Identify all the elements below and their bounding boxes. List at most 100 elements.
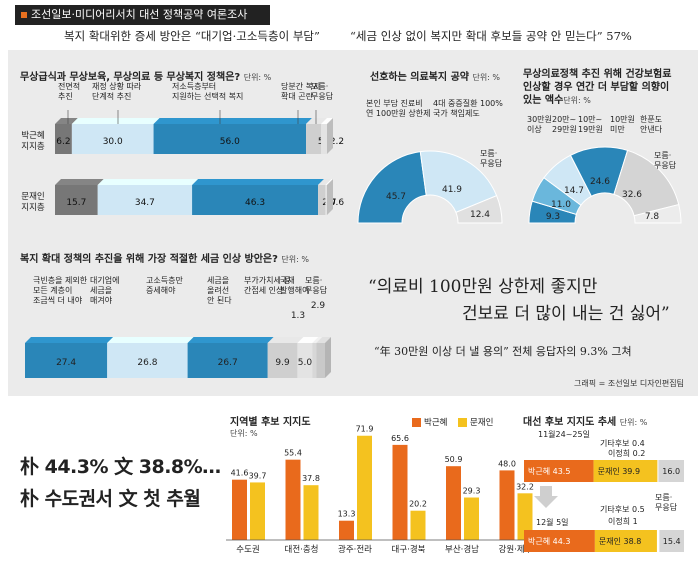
medical-value-0: 45.7 <box>386 192 406 202</box>
graphic-credit: 그래픽 = 조선일보 디자인편집팀 <box>574 379 685 388</box>
payment-value-2: 14.7 <box>564 186 584 196</box>
region-value-2-0: 13.3 <box>338 510 356 519</box>
region-cat-1: 대전·충청 <box>285 544 319 555</box>
tax-bar-5-top <box>312 337 323 343</box>
tax-value-5: 1.3 <box>291 311 305 321</box>
region-value-5-0: 48.0 <box>498 459 516 468</box>
payment-cat-4: 한푼도 안낸다 <box>640 115 663 134</box>
region-value-3-0: 65.6 <box>391 434 409 443</box>
region-cat-4: 부산·경남 <box>445 544 479 555</box>
tax-cat-1: 대기업에 세금을 매겨야 <box>90 276 119 305</box>
welfare-bar-1-4 <box>325 185 327 215</box>
tax-bar-4 <box>297 343 313 378</box>
tax-bar-6 <box>316 343 325 378</box>
tax-bar-1 <box>107 343 188 378</box>
medical-slice-1 <box>419 150 498 214</box>
region-title: 지역별 후보 지지도 단위: % <box>230 417 311 438</box>
medical-slice-2 <box>455 195 503 224</box>
region-value-4-0: 50.9 <box>445 455 463 464</box>
quote-line-1: “의료비 100만원 상한제 좋지만 <box>368 277 598 297</box>
region-value-2-1: 71.9 <box>356 425 374 434</box>
welfare-value-0-4: 2.2 <box>330 137 344 147</box>
welfare-cat-0: 전면적 추진 <box>58 81 80 101</box>
trend-value-1-0: 박근혜 44.3 <box>528 536 570 546</box>
welfare-bar-0-2 <box>153 124 307 154</box>
tax-bar-0-top <box>25 337 114 343</box>
tax-cat-5: 국채 발행해야 <box>280 275 310 295</box>
welfare-bar-0-4-top <box>321 118 333 124</box>
region-bar-5-1 <box>517 493 533 540</box>
region-value-1-1: 37.8 <box>302 474 320 483</box>
tax-bar-2-top <box>187 337 274 343</box>
trend-bar-0-0 <box>524 460 594 482</box>
region-bar-5-0 <box>499 470 515 540</box>
tax-bar-2 <box>187 343 268 378</box>
payment-question: 무상의료정책 추진 위해 건강보험료 인상할 경우 연간 더 부담할 의향이 있… <box>523 69 672 106</box>
region-value-3-1: 20.2 <box>409 500 427 509</box>
tax-bar-3 <box>267 343 298 378</box>
tax-value-0: 27.4 <box>56 358 76 368</box>
region-value-0-0: 41.6 <box>231 469 249 478</box>
welfare-bar-1-0-top <box>55 179 104 185</box>
welfare-bar-0-3-top <box>306 118 328 124</box>
trend-value-0-4: 16.0 <box>662 467 680 476</box>
payment-cat-3: 10만원 미만 <box>610 115 635 134</box>
welfare-bar-1-4-top <box>325 179 333 185</box>
tax-value-6: 2.9 <box>311 301 326 311</box>
payment-value-0: 9.3 <box>546 212 560 222</box>
tax-value-3: 9.9 <box>275 358 290 368</box>
subtitle-tax: 복지 확대위한 증세 방안은 “대기업·고소득층이 부담” <box>64 29 320 43</box>
trend-bar-1-0 <box>524 530 595 552</box>
region-value-1-0: 55.4 <box>284 449 302 458</box>
payment-slice-5 <box>633 203 682 224</box>
welfare-side-1 <box>327 179 333 215</box>
welfare-row-moon: 문재인 지지층 <box>21 191 45 213</box>
trend-value-0-0: 박근혜 43.5 <box>528 466 570 476</box>
trend-unknown-label: 모름· 무응답 <box>655 493 678 512</box>
trend-bar-0-2 <box>657 460 659 482</box>
tax-question: 복지 확대 정책의 추진을 위해 가장 적절한 세금 인상 방안은? 단위: % <box>20 254 309 265</box>
region-bar-2-0 <box>339 520 354 540</box>
tax-cat-2: 고소득층만 증세해야 <box>146 276 183 295</box>
welfare-row-park: 박근혜 지지층 <box>21 130 45 152</box>
tax-bar-6-top <box>316 337 331 343</box>
trend-other-2: 기타후보 0.5 <box>600 505 645 514</box>
region-cat-3: 대구·경북 <box>392 544 426 555</box>
welfare-bar-0-3 <box>306 124 322 154</box>
tax-bar-3-top <box>267 337 304 343</box>
region-bar-0-1 <box>250 482 265 540</box>
trend-value-1-4: 15.4 <box>663 537 681 546</box>
welfare-value-1-0: 15.7 <box>66 198 86 208</box>
region-bar-3-1 <box>410 510 426 540</box>
tax-value-1: 26.8 <box>137 358 157 368</box>
tax-bar-1-top <box>107 337 194 343</box>
tax-value-2: 26.7 <box>218 358 238 368</box>
region-cat-2: 광주·전라 <box>338 544 372 555</box>
trend-bar-1-4 <box>659 530 684 552</box>
welfare-value-0-0: 6.2 <box>56 137 70 147</box>
welfare-bar-1-3-top <box>318 179 332 185</box>
region-bar-4-0 <box>446 466 461 540</box>
welfare-bar-1-0 <box>55 185 98 215</box>
headline-line-2: 朴 수도권서 文 첫 추월 <box>20 488 201 510</box>
tax-value-4: 5.0 <box>298 358 313 368</box>
trend-lee-1: 이정희 0.2 <box>608 448 645 458</box>
welfare-bar-1-1-top <box>97 179 199 185</box>
trend-other-1: 기타후보 0.4 <box>600 439 645 448</box>
welfare-value-1-4: 0.6 <box>330 198 345 208</box>
payment-value-3: 24.6 <box>590 177 610 187</box>
region-value-0-1: 39.7 <box>249 471 267 480</box>
trend-bar-1-3 <box>657 530 660 552</box>
region-bar-3-0 <box>392 444 408 540</box>
trend-value-1-1: 문재인 38.8 <box>599 536 641 546</box>
medical-cat-2: 모름· 무응답 <box>480 149 503 168</box>
medical-cat-1: 4대 중증질환 100% 국가 책임제도 <box>433 98 503 118</box>
region-bar-1-0 <box>285 459 301 540</box>
trend-arrow <box>534 486 558 508</box>
welfare-cat-3: 당분간 복지 확대 곤란 <box>281 81 320 101</box>
region-cat-5: 강원·제주 <box>499 544 533 555</box>
welfare-bar-1-1 <box>97 185 193 215</box>
payment-value-5: 7.8 <box>645 212 660 222</box>
tax-side <box>325 337 331 378</box>
